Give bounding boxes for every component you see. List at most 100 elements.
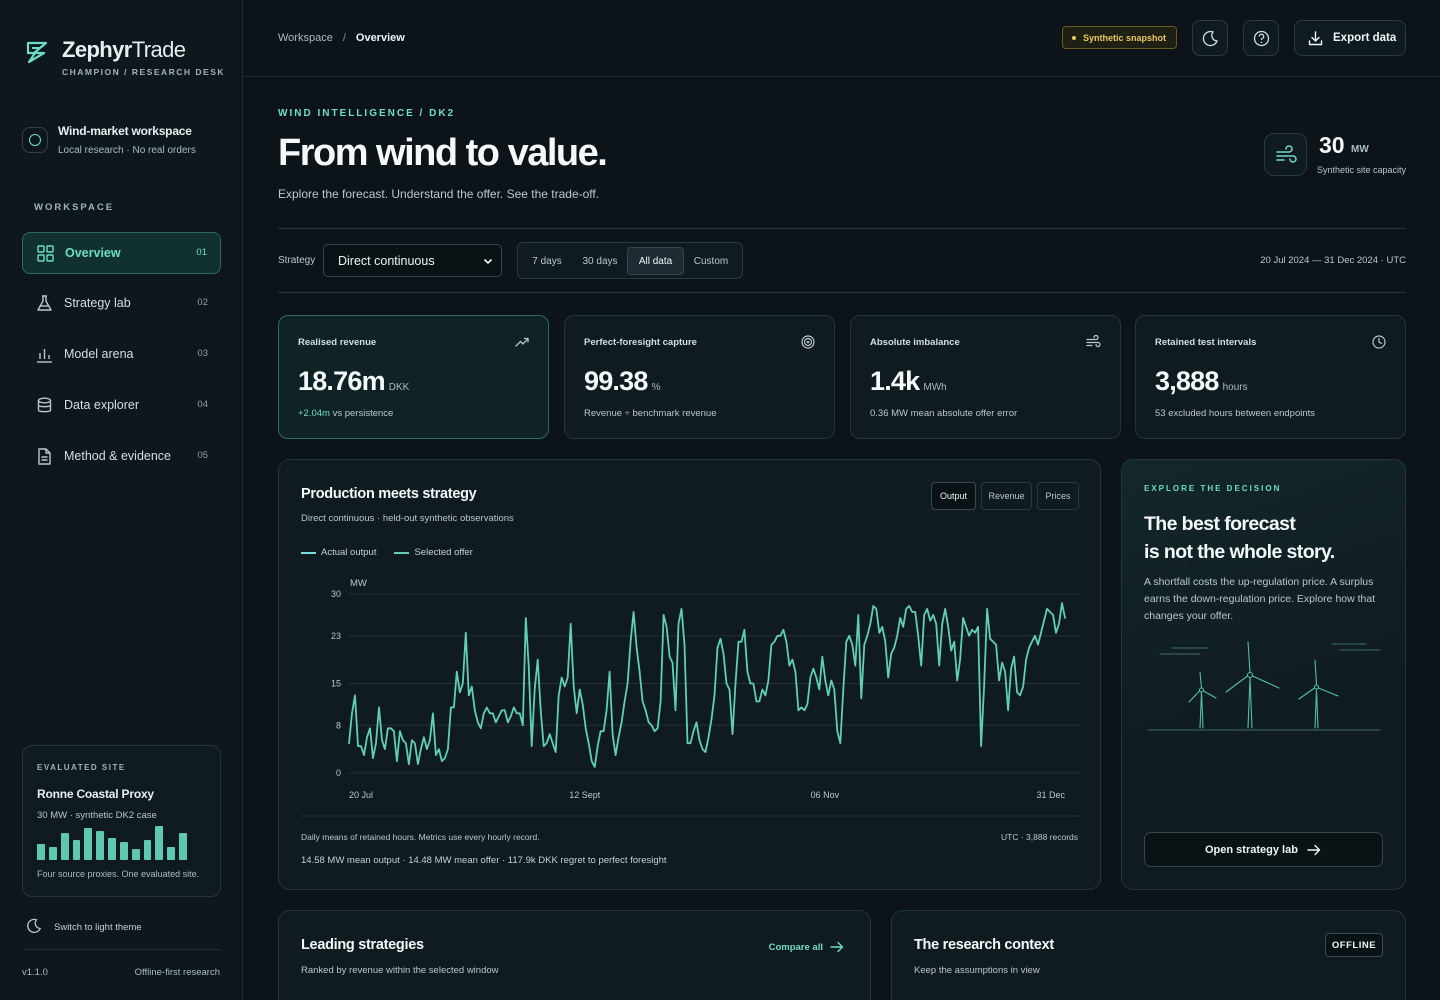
divider (278, 292, 1406, 293)
open-strategy-lab-button[interactable]: Open strategy lab (1144, 832, 1383, 867)
kpi-realised-revenue[interactable]: Realised revenue 18.76m DKK +2.04m vs per… (278, 315, 549, 439)
explore-decision-card: EXPLORE THE DECISION The best forecast is… (1121, 459, 1406, 890)
site-sparkbar (179, 833, 187, 860)
chart-note: Daily means of retained hours. Metrics u… (301, 832, 540, 842)
research-context-title: The research context (914, 937, 1054, 953)
kpi-retained-test-intervals[interactable]: Retained test intervals 3,888 hours 53 ex… (1135, 315, 1406, 439)
site-sparkbars (37, 822, 187, 860)
nav-section-label: WORKSPACE (34, 202, 115, 213)
chart-tab-prices[interactable]: Prices (1037, 482, 1079, 510)
sidebar-item-data-explorer[interactable]: Data explorer 04 (22, 385, 221, 427)
sidebar-item-method-evidence[interactable]: Method & evidence 05 (22, 436, 221, 478)
site-sparkbar (37, 844, 45, 860)
snapshot-badge-label: Synthetic snapshot (1083, 32, 1167, 43)
brand[interactable]: ZephyrTrade CHAMPION / RESEARCH DESK (26, 36, 224, 77)
sidebar-item-label: Overview (65, 246, 121, 260)
brand-name: ZephyrTrade (62, 37, 186, 63)
chart-tab-revenue[interactable]: Revenue (981, 482, 1032, 510)
site-sparkbar (167, 847, 176, 860)
kpi-value: 18.76m DKK (298, 366, 409, 397)
y-tick-label: 15 (331, 679, 341, 689)
range-7-days[interactable]: 7 days (532, 255, 562, 267)
breadcrumb-workspace[interactable]: Workspace (278, 32, 333, 44)
divider (278, 228, 1406, 229)
kpi-value-number: 99.38 (584, 366, 648, 396)
y-tick-label: 23 (331, 631, 341, 641)
sidebar-item-strategy-lab[interactable]: Strategy lab 02 (22, 283, 221, 325)
breadcrumb: Workspace / Overview (278, 32, 405, 44)
sidebar-item-label: Method & evidence (64, 449, 172, 463)
kpi-absolute-imbalance[interactable]: Absolute imbalance 1.4k MWh 0.36 MW mean … (850, 315, 1121, 439)
wind-turbines-illustration (1147, 641, 1381, 731)
y-axis-unit-label: MW (350, 578, 367, 589)
range-custom[interactable]: Custom (693, 255, 729, 267)
chart-subtitle: Direct continuous · held-out synthetic o… (301, 513, 514, 524)
page-title: From wind to value. (278, 132, 608, 174)
status-dot-icon (1072, 35, 1076, 40)
theme-toggle[interactable]: Switch to light theme (26, 918, 142, 934)
range-30-days[interactable]: 30 days (582, 255, 618, 267)
compare-all-link[interactable]: Compare all (769, 941, 844, 953)
kpi-label: Realised revenue (298, 337, 377, 348)
kpi-footnote-text: vs persistence (332, 408, 394, 419)
explore-eyebrow: EXPLORE THE DECISION (1144, 484, 1282, 493)
sidebar-item-overview[interactable]: Overview 01 (22, 232, 221, 274)
moon-icon (27, 918, 42, 934)
strategy-select[interactable]: Direct continuous (323, 244, 502, 277)
legend-swatch-offer (394, 551, 410, 554)
explore-title-line-1: The best forecast (1144, 513, 1296, 535)
kpi-unit: DKK (388, 382, 410, 393)
sidebar-divider (22, 949, 221, 950)
x-tick-label: 31 Dec (1036, 790, 1065, 800)
arrow-right-icon (1307, 844, 1321, 856)
kpi-perfect-foresight-capture[interactable]: Perfect-foresight capture 99.38% Revenue… (564, 315, 835, 439)
sidebar-item-number: 05 (197, 450, 208, 461)
kpi-unit: MWh (923, 382, 947, 393)
offline-first-note: Offline-first research (134, 967, 220, 978)
workspace-card[interactable]: Wind-market workspace Local research · N… (22, 122, 222, 162)
production-line-chart[interactable]: MW 30 23 15 8 0 20 Jul 12 Sept 06 Nov 31 Dec (279, 460, 1102, 820)
wind-icon (1086, 335, 1101, 348)
download-icon (1308, 31, 1323, 46)
y-tick-label: 30 (331, 589, 341, 599)
kpi-value: 99.38% (584, 366, 660, 397)
site-sparkbar (119, 842, 128, 860)
help-button[interactable] (1243, 20, 1279, 56)
x-tick-label: 20 Jul (349, 790, 373, 800)
sidebar-item-label: Model arena (64, 347, 134, 361)
open-strategy-lab-label: Open strategy lab (1205, 844, 1298, 856)
zephyr-logo-icon (26, 41, 48, 64)
capacity-label: Synthetic site capacity (1316, 165, 1406, 175)
explore-title: The best forecast is not the whole story. (1144, 510, 1335, 566)
sidebar-item-model-arena[interactable]: Model arena 03 (22, 334, 221, 376)
arrow-right-icon (830, 941, 844, 953)
site-sparkbar (84, 828, 93, 860)
site-sparkbar (155, 826, 164, 860)
theme-toggle-label: Switch to light theme (54, 922, 142, 933)
synthetic-snapshot-badge: Synthetic snapshot (1062, 26, 1177, 49)
kpi-value: 1.4k MWh (870, 366, 947, 397)
database-icon (37, 397, 52, 413)
y-tick-label: 8 (336, 720, 341, 730)
site-card-label: EVALUATED SITE (37, 763, 126, 772)
site-sparkbar (60, 833, 69, 860)
capacity-badge (1264, 133, 1307, 176)
range-all-data[interactable]: All data (627, 247, 684, 275)
kpi-value: 3,888 hours (1155, 366, 1248, 397)
brand-name-light: Trade (131, 37, 186, 62)
site-footer: Four source proxies. One evaluated site. (37, 869, 200, 879)
chart-tab-output[interactable]: Output (931, 482, 976, 510)
y-tick-label: 0 (336, 768, 341, 778)
kpi-footnote: 53 excluded hours between endpoints (1155, 408, 1316, 419)
workspace-status-icon (22, 127, 48, 153)
bar-chart-icon (37, 349, 52, 363)
strategy-label: Strategy (278, 255, 316, 266)
sidebar-item-number: 02 (197, 297, 208, 308)
export-data-button[interactable]: Export data (1294, 20, 1406, 56)
series-line-actual-output (348, 602, 1066, 768)
legend-label-offer: Selected offer (414, 547, 473, 558)
chart-summary-stats: 14.58 MW mean output · 14.48 MW mean off… (301, 855, 667, 866)
capacity-unit: MW (1351, 144, 1369, 155)
theme-button[interactable] (1192, 20, 1228, 56)
moon-icon (1202, 30, 1218, 47)
